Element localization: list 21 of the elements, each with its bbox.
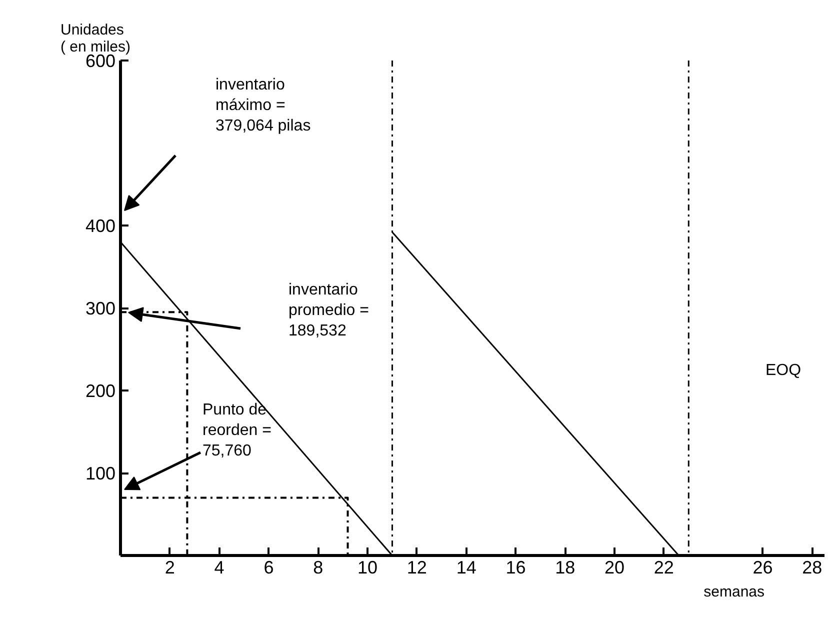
y-tick-label: 400 bbox=[85, 216, 116, 236]
y-tick-label: 100 bbox=[85, 464, 116, 484]
x-tick-label: 2 bbox=[164, 558, 175, 578]
x-tick-label: 20 bbox=[604, 558, 625, 578]
annotation: inventario máximo = 379,064 pilas bbox=[216, 76, 311, 134]
x-tick-label: 8 bbox=[313, 558, 324, 578]
x-tick-label: 22 bbox=[654, 558, 674, 578]
x-tick-label: 10 bbox=[358, 558, 378, 578]
annotation: inventario promedio = 189,532 bbox=[288, 282, 369, 340]
x-tick-label: 18 bbox=[555, 558, 576, 578]
x-tick-label: 4 bbox=[214, 558, 224, 578]
x-tick-label: 16 bbox=[506, 558, 526, 578]
annotation: EOQ bbox=[766, 362, 802, 379]
x-tick-label: 6 bbox=[264, 558, 274, 578]
y-tick-label: 300 bbox=[85, 298, 116, 318]
y-tick-label: 200 bbox=[85, 381, 116, 401]
x-axis-title: semanas bbox=[704, 584, 765, 600]
x-tick-label: 28 bbox=[802, 558, 822, 578]
x-tick-label: 26 bbox=[752, 558, 773, 578]
x-tick-label: 12 bbox=[406, 558, 427, 578]
x-tick-label: 14 bbox=[456, 558, 476, 578]
